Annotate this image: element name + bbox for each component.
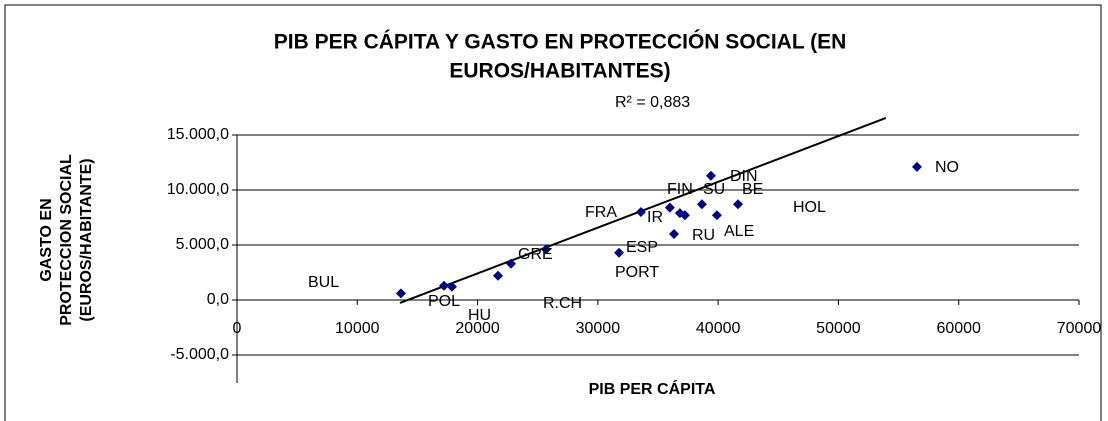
y-axis-label: PROTECCION SOCIAL (58, 154, 75, 326)
point-label: HOL (793, 199, 826, 216)
point (446, 281, 457, 292)
x-tick-label: 30000 (576, 320, 621, 337)
point-label: R.CH (543, 295, 582, 312)
x-axis-label: PIB PER CÁPITA (589, 379, 716, 398)
point (668, 229, 679, 239)
point-label: POL (428, 293, 460, 310)
point-label: PORT (615, 264, 659, 281)
x-tick-label: 10000 (335, 320, 380, 337)
point-label: HU (468, 307, 491, 324)
x-tick-label: 0 (233, 320, 242, 337)
chart-frame (4, 4, 1102, 421)
y-axis-label: GASTO EN (38, 198, 55, 281)
point-label: BUL (308, 274, 339, 291)
point (635, 207, 646, 217)
point (911, 161, 922, 172)
x-tick-label: 50000 (816, 320, 861, 337)
point (493, 270, 504, 281)
y-tick-label: -5.000,0 (170, 346, 229, 363)
point (614, 247, 625, 258)
point-label: RU (692, 227, 715, 244)
y-tick-label: 15.000,0 (167, 126, 229, 143)
point (541, 244, 552, 255)
point (711, 210, 722, 221)
chart-title: EUROS/HABITANTES) (449, 60, 670, 83)
x-tick-label: 60000 (936, 320, 981, 337)
x-tick-label: 40000 (696, 320, 741, 337)
point (705, 170, 716, 181)
point (395, 288, 406, 299)
point (664, 202, 675, 213)
point-label: GRE (518, 246, 553, 263)
point-label: ALE (724, 223, 754, 240)
y-axis-label: (EUROS/HABITANTE) (78, 158, 95, 321)
y-tick-label: 5.000,0 (176, 236, 229, 253)
annotation: R² = 0,883 (615, 94, 690, 111)
y-tick-label: 10.000,0 (167, 181, 229, 198)
point-label: NO (935, 159, 959, 176)
point-label: SU (703, 181, 725, 198)
point (506, 258, 517, 269)
chart-title: PIB PER CÁPITA Y GASTO EN PROTECCIÓN SOC… (274, 30, 847, 54)
point (679, 210, 690, 221)
point-label: FIN (667, 181, 693, 198)
x-tick-label: 20000 (455, 320, 500, 337)
x-tick-label: 70000 (1057, 320, 1102, 337)
y-tick-label: 0,0 (207, 291, 229, 308)
point-label: BE (742, 181, 763, 198)
point (439, 280, 450, 291)
point (696, 199, 707, 210)
point-label: IR (647, 209, 663, 226)
point-label: DIN (730, 168, 758, 185)
point-label: ESP (626, 239, 658, 256)
point-label: FRA (585, 204, 617, 221)
point (732, 199, 743, 210)
